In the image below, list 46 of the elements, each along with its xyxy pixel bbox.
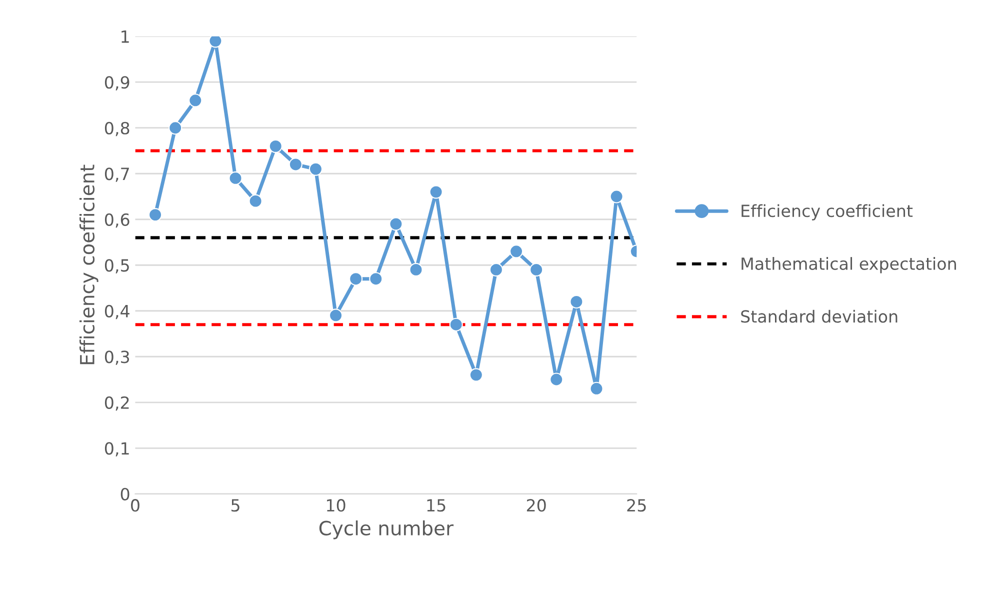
x-tick-label: 10 (327, 499, 346, 512)
x-tick-label: 15 (427, 499, 446, 512)
y-tick-label: 1 (122, 30, 129, 43)
point (510, 244, 524, 258)
point (308, 162, 322, 176)
y-tick-label: 0,9 (104, 76, 130, 90)
y-tick-label: 0,5 (104, 259, 129, 274)
y-tick-label: 0,4 (104, 304, 130, 320)
legend-label: Mathematical expectation (742, 257, 956, 274)
x-tick-label: 5 (231, 499, 240, 512)
y-tick-label: 0,7 (104, 168, 129, 182)
y-axis-title: Efficiency coefficient (79, 164, 98, 364)
point (369, 272, 383, 286)
point (409, 262, 423, 276)
x-tick-label: 20 (526, 499, 546, 512)
point (248, 194, 262, 208)
point (469, 368, 483, 382)
x-axis-title: Cycle number (319, 520, 454, 540)
point (489, 262, 503, 276)
y-tick-label: 0,6 (104, 213, 130, 228)
point (288, 158, 302, 172)
point (188, 94, 202, 108)
point (208, 36, 222, 48)
x-tick-label: 25 (627, 499, 646, 512)
point (268, 139, 282, 153)
legend-label: Standard deviation (741, 310, 898, 323)
point (590, 382, 604, 396)
point (449, 318, 463, 332)
y-tick-label: 0 (120, 488, 130, 500)
point (389, 217, 403, 231)
y-tick-label: 0,1 (104, 442, 129, 456)
legend-label: Efficiency coefficient (742, 204, 913, 220)
y-tick-label: 0,8 (104, 122, 130, 136)
point (349, 272, 363, 286)
y-tick-label: 0,2 (104, 396, 129, 411)
point (429, 185, 443, 199)
point (550, 372, 564, 386)
point (530, 262, 544, 276)
point (610, 190, 624, 204)
x-tick-label: 0 (131, 499, 140, 512)
point (168, 121, 182, 135)
y-tick-label: 0,3 (104, 350, 130, 365)
point (228, 171, 242, 185)
point (329, 308, 343, 322)
point (570, 294, 584, 308)
point (148, 208, 162, 222)
